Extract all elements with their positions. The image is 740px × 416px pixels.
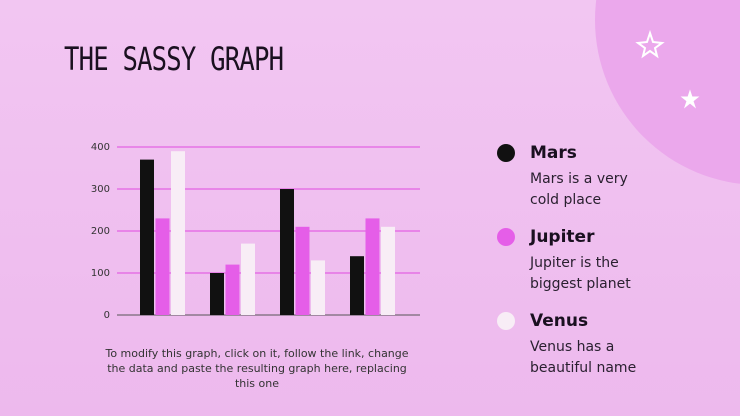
note: To modify this graph, click on it, follo… (105, 347, 409, 390)
legend-description: Jupiter is the biggest planet (530, 255, 631, 292)
y-tick-label: 100 (91, 268, 110, 279)
bar (241, 243, 255, 315)
legend-swatch (497, 144, 515, 162)
legend-label: Mars (530, 143, 577, 163)
legend-description: Venus has a beautiful name (530, 339, 637, 376)
star (680, 89, 700, 109)
plot: 0 100 200 300 400 (91, 142, 420, 321)
slide-title: THE SASSY GRAPH (64, 40, 284, 78)
bar (225, 264, 240, 315)
legend-swatch (497, 228, 515, 246)
y-tick-label: 0 (104, 310, 110, 321)
bar (280, 189, 294, 315)
legend-label: Jupiter (530, 227, 595, 247)
bar (295, 226, 310, 315)
legend-label: Venus (530, 311, 589, 331)
bar (365, 218, 380, 315)
bar (350, 256, 364, 315)
bar (155, 218, 170, 315)
y-tick-label: 300 (91, 184, 110, 195)
bar (381, 226, 395, 315)
bar (311, 260, 325, 315)
bar (171, 151, 185, 315)
star (635, 29, 665, 59)
bar (210, 273, 224, 315)
y-tick-label: 400 (91, 142, 110, 153)
y-tick-label: 200 (91, 226, 110, 237)
legend-description: Mars is a very cold place (530, 171, 628, 208)
legend-swatch (497, 312, 515, 330)
decor-circle (595, 0, 740, 184)
bar (140, 159, 154, 315)
